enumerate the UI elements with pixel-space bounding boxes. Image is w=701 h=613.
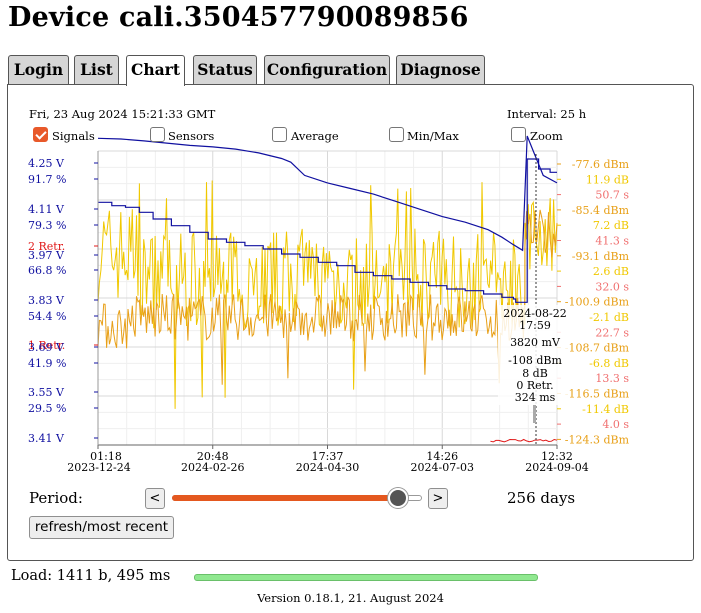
zoom-checkbox[interactable] <box>511 127 526 142</box>
minmax-checkbox[interactable] <box>389 127 404 142</box>
tab-login[interactable]: Login <box>8 55 69 85</box>
signals-checkbox[interactable] <box>33 127 48 142</box>
zoom-label: Zoom <box>530 129 563 143</box>
tab-list[interactable]: List <box>74 55 119 85</box>
tab-diagnose[interactable]: Diagnose <box>396 55 485 85</box>
load-progress-bar <box>194 574 538 581</box>
sensors-checkbox[interactable] <box>150 127 165 142</box>
period-slider-thumb[interactable] <box>388 488 408 508</box>
average-checkbox[interactable] <box>272 127 287 142</box>
page-title: Device cali.350457790089856 <box>8 2 469 33</box>
tab-status[interactable]: Status <box>193 55 257 85</box>
period-next-button[interactable]: > <box>428 488 448 509</box>
average-label: Average <box>291 129 339 143</box>
load-status: Load: 1411 b, 495 ms <box>11 568 171 584</box>
minmax-label: Min/Max <box>407 129 459 143</box>
period-slider-fill <box>172 495 398 501</box>
timestamp: Fri, 23 Aug 2024 15:21:33 GMT <box>29 107 216 121</box>
version-text: Version 0.18.1, 21. August 2024 <box>257 591 444 605</box>
refresh-button[interactable]: refresh/most recent <box>29 516 174 539</box>
tab-chart[interactable]: Chart <box>126 55 185 86</box>
period-label: Period: <box>29 489 83 507</box>
period-days: 256 days <box>507 489 576 507</box>
signals-label: Signals <box>52 129 95 143</box>
period-prev-button[interactable]: < <box>145 488 165 509</box>
interval-label: Interval: 25 h <box>507 107 587 121</box>
tab-configuration[interactable]: Configuration <box>264 55 390 85</box>
chart-panel <box>7 84 694 561</box>
sensors-label: Sensors <box>168 129 215 143</box>
